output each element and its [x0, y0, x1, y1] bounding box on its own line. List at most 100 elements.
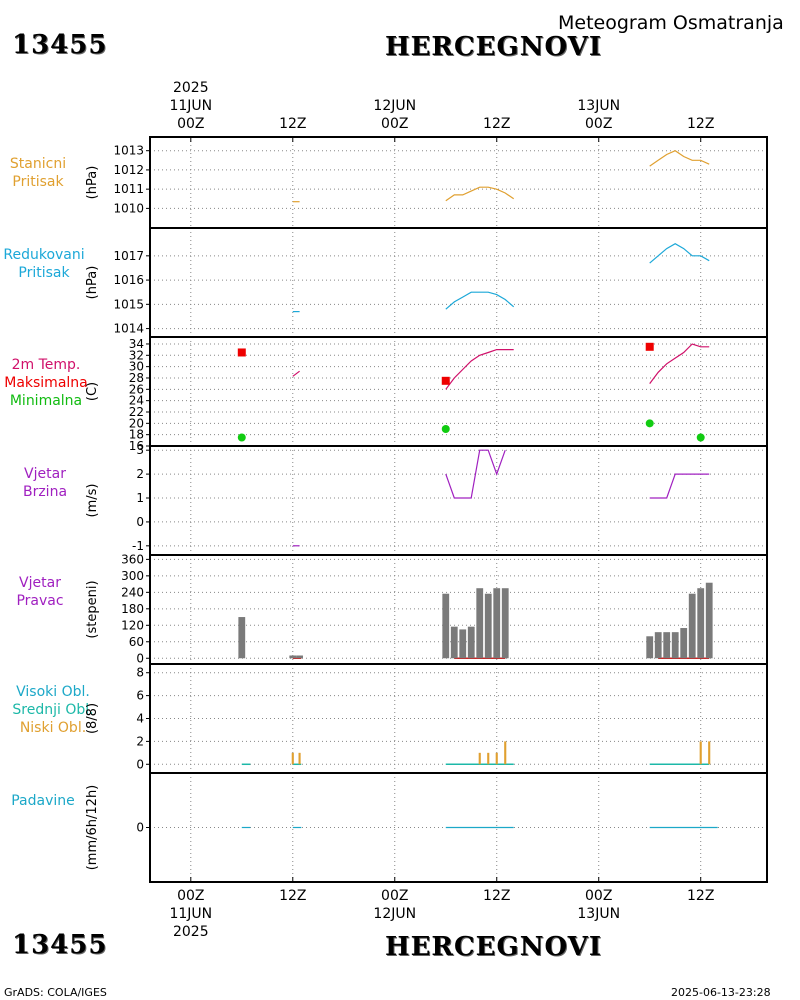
label-reduced-pressure: Redukovani Pritisak: [0, 246, 94, 282]
x-tick-label-bottom: 00Z: [177, 888, 204, 904]
bar: [487, 752, 490, 765]
y-tick-label: 26: [129, 382, 144, 396]
series-line: [649, 243, 710, 264]
station-name-top: HERCEGNOVI: [385, 32, 602, 62]
temp-max-marker: [645, 342, 654, 351]
date-label-bottom: 11JUN: [169, 906, 212, 922]
bar: [493, 588, 501, 659]
y-axis-label: (mm/6h/12h): [85, 785, 100, 871]
bar: [688, 593, 696, 659]
y-tick-label: 2: [136, 467, 144, 481]
y-axis-label: (stepeni): [85, 580, 100, 638]
series-line: [445, 291, 515, 310]
panel-frame: [149, 445, 768, 556]
bar: [501, 588, 509, 659]
y-tick-label: 120: [121, 618, 144, 632]
bar: [450, 626, 458, 659]
label-clouds: Visoki Obl. Srednji Obl. Niski Obl.: [3, 683, 103, 737]
y-axis-label: (hPa): [85, 266, 100, 300]
y-axis-label: (m/s): [85, 484, 100, 518]
station-id-bottom: 13455: [12, 930, 108, 960]
label-station-pressure: Stanicni Pritisak: [0, 155, 88, 191]
bar: [495, 752, 498, 765]
label-line: Vjetar: [19, 575, 61, 591]
credits: GrADS: COLA/IGES: [4, 986, 107, 999]
timestamp: 2025-06-13-23:28: [671, 986, 771, 999]
y-tick-label: 32: [129, 348, 144, 362]
y-tick-label: 22: [129, 405, 144, 419]
y-tick-label: 60: [129, 635, 144, 649]
label-line: Redukovani: [3, 247, 85, 263]
y-tick-label: 180: [121, 602, 144, 616]
y-tick-label: 6: [136, 689, 144, 703]
label-line: Stanicni: [9, 156, 67, 172]
date-label-top: 12JUN: [373, 98, 416, 114]
chart-title: Meteogram Osmatranja: [558, 12, 784, 34]
y-axis-label: (hPa): [85, 166, 100, 200]
label-precipitation: Padavine: [0, 792, 93, 810]
bar: [476, 588, 484, 659]
y-tick-label: 1: [136, 491, 144, 505]
label-line: Vjetar: [24, 466, 66, 482]
bar: [478, 752, 481, 765]
bar: [646, 636, 654, 659]
x-tick-label-bottom: 12Z: [279, 888, 306, 904]
y-tick-label: 1016: [113, 273, 144, 287]
series-line: [649, 473, 710, 499]
y-tick-label: 2: [136, 734, 144, 748]
y-tick-label: 30: [129, 360, 144, 374]
bar: [680, 628, 688, 659]
x-tick-label-bottom: 12Z: [687, 888, 714, 904]
y-tick-label: 4: [136, 712, 144, 726]
x-tick-label-top: 00Z: [177, 116, 204, 132]
x-tick-label-top: 12Z: [279, 116, 306, 132]
label-line: Brzina: [22, 484, 68, 500]
y-tick-label: 300: [121, 569, 144, 583]
bar: [298, 752, 301, 765]
y-tick-label: 3: [136, 443, 144, 457]
label-wind-speed: Vjetar Brzina: [0, 465, 95, 501]
y-tick-label: 24: [129, 394, 144, 408]
temp-min-marker: [645, 419, 654, 428]
temp-max-marker: [441, 376, 450, 385]
series-line: [649, 343, 710, 384]
y-tick-label: 1012: [113, 163, 144, 177]
x-tick-label-top: 12Z: [687, 116, 714, 132]
label-line: Minimalna: [9, 393, 83, 409]
y-tick-label: 18: [129, 428, 144, 442]
y-axis-label: (C): [85, 382, 100, 401]
y-tick-label: 28: [129, 371, 144, 385]
y-tick-label: 16: [129, 439, 144, 453]
series-line: [445, 449, 506, 499]
series-line: [445, 186, 515, 202]
y-tick-label: 20: [129, 416, 144, 430]
temp-min-marker: [441, 424, 450, 433]
bar: [296, 655, 303, 659]
x-tick-label-bottom: 12Z: [483, 888, 510, 904]
y-tick-label: 1014: [113, 322, 144, 336]
y-tick-label: 8: [136, 666, 144, 680]
label-line: Maksimalna: [4, 375, 88, 391]
x-tick-label-top: 00Z: [381, 116, 408, 132]
bar: [459, 629, 467, 659]
series-line: [445, 349, 514, 390]
x-tick-label-top: 00Z: [585, 116, 612, 132]
bar: [289, 655, 297, 659]
year-label-top: 2025: [173, 80, 209, 96]
date-label-top: 13JUN: [577, 98, 620, 114]
bar: [238, 617, 246, 659]
station-name-bottom: HERCEGNOVI: [385, 932, 602, 962]
temp-min-marker: [237, 433, 246, 442]
y-tick-label: 1011: [113, 182, 144, 196]
label-line: 2m Temp.: [11, 357, 81, 373]
bar: [504, 741, 507, 765]
label-line: Niski Obl.: [19, 720, 87, 736]
y-tick-label: -1: [132, 539, 144, 553]
x-tick-label-bottom: 00Z: [381, 888, 408, 904]
temp-max-marker: [237, 348, 246, 357]
bar: [699, 741, 702, 765]
series-line: [649, 150, 710, 167]
label-line: Srednji Obl.: [12, 702, 94, 718]
series-line: [292, 370, 300, 377]
